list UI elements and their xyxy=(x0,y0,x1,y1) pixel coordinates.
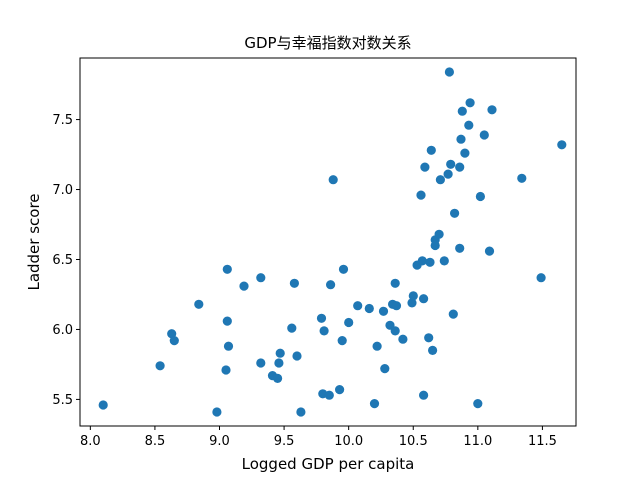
data-point-25 xyxy=(326,280,336,290)
data-point-16 xyxy=(274,358,284,368)
data-point-30 xyxy=(344,317,354,328)
y-tick-label-3: 7.0 xyxy=(52,183,73,198)
x-tick-label-1: 8.5 xyxy=(145,434,166,449)
data-point-18 xyxy=(289,278,299,288)
data-point-49 xyxy=(419,390,429,400)
data-point-69 xyxy=(460,148,470,158)
data-point-63 xyxy=(448,309,458,319)
data-point-4 xyxy=(194,299,204,309)
data-point-60 xyxy=(443,169,453,179)
data-point-47 xyxy=(417,256,427,266)
x-axis-label: Logged GDP per capita xyxy=(242,455,415,473)
plot-frame xyxy=(79,57,577,427)
data-point-73 xyxy=(475,191,485,202)
data-point-75 xyxy=(484,246,495,256)
data-point-42 xyxy=(398,334,408,344)
data-point-27 xyxy=(335,385,345,395)
data-point-48 xyxy=(419,294,429,304)
data-point-5 xyxy=(212,407,222,417)
data-point-61 xyxy=(444,67,454,77)
data-point-50 xyxy=(420,162,430,172)
data-point-11 xyxy=(256,273,266,283)
y-tick-label-4: 7.5 xyxy=(52,113,73,128)
data-point-39 xyxy=(391,301,402,311)
y-tick-label-0: 5.5 xyxy=(52,393,73,408)
x-tick-label-0: 8.0 xyxy=(80,434,101,449)
data-point-10 xyxy=(239,281,249,291)
data-point-54 xyxy=(428,345,438,355)
data-point-46 xyxy=(416,190,426,200)
data-point-78 xyxy=(536,273,546,283)
data-point-52 xyxy=(425,257,435,267)
data-point-22 xyxy=(319,326,329,336)
data-point-57 xyxy=(434,229,444,239)
chart-title: GDP与幸福指数对数关系 xyxy=(244,34,411,52)
data-point-74 xyxy=(479,130,489,140)
data-point-53 xyxy=(426,145,436,155)
data-point-20 xyxy=(296,407,306,417)
data-point-3 xyxy=(169,336,179,346)
data-point-29 xyxy=(338,264,349,274)
data-point-21 xyxy=(316,313,327,323)
x-tick-label-4: 10.0 xyxy=(334,434,363,449)
data-point-68 xyxy=(457,106,467,116)
data-point-26 xyxy=(328,175,338,185)
data-point-17 xyxy=(287,323,297,333)
data-point-14 xyxy=(273,373,283,383)
x-tick-label-7: 11.5 xyxy=(528,434,557,449)
data-point-70 xyxy=(464,120,474,130)
data-point-43 xyxy=(407,298,417,308)
data-point-58 xyxy=(435,175,445,185)
x-tick-label-5: 10.5 xyxy=(399,434,428,449)
data-point-8 xyxy=(223,341,234,351)
data-point-28 xyxy=(337,336,347,346)
data-point-65 xyxy=(455,243,465,253)
data-point-71 xyxy=(465,98,475,108)
data-point-64 xyxy=(450,208,460,218)
data-point-12 xyxy=(256,358,266,368)
data-point-41 xyxy=(390,326,400,336)
y-tick-label-1: 6.0 xyxy=(52,323,73,338)
data-point-1 xyxy=(155,361,165,371)
data-point-35 xyxy=(378,306,389,316)
y-axis-label: Ladder score xyxy=(25,193,43,290)
x-axis-ticks: 8.0 8.5 9.0 9.5 10.0 10.5 11.0 11.5 xyxy=(80,426,557,449)
data-point-79 xyxy=(557,140,567,150)
data-point-62 xyxy=(446,159,456,169)
data-point-9 xyxy=(221,365,231,375)
data-point-59 xyxy=(439,256,449,266)
data-point-44 xyxy=(408,291,418,301)
data-point-24 xyxy=(324,390,334,400)
points-layer xyxy=(98,67,567,417)
data-point-66 xyxy=(455,162,465,172)
y-axis-ticks: 5.5 6.0 6.5 7.0 7.5 xyxy=(52,113,80,408)
x-tick-label-2: 9.0 xyxy=(209,434,230,449)
data-point-2 xyxy=(167,329,177,339)
data-point-76 xyxy=(487,105,497,115)
data-point-15 xyxy=(275,348,285,358)
data-point-51 xyxy=(424,333,434,343)
data-point-33 xyxy=(369,399,380,409)
data-point-31 xyxy=(353,301,363,311)
y-tick-label-2: 6.5 xyxy=(52,253,73,268)
data-point-34 xyxy=(372,341,382,351)
data-point-32 xyxy=(364,303,374,314)
data-point-7 xyxy=(222,316,232,326)
data-point-6 xyxy=(222,264,232,274)
data-point-0 xyxy=(98,400,108,410)
data-point-77 xyxy=(517,173,527,183)
data-point-72 xyxy=(473,399,483,409)
x-tick-label-6: 11.0 xyxy=(463,434,492,449)
data-point-40 xyxy=(390,278,400,288)
data-point-67 xyxy=(456,134,466,144)
data-point-56 xyxy=(430,240,440,251)
data-point-19 xyxy=(292,351,302,361)
data-point-36 xyxy=(380,364,390,374)
x-tick-label-3: 9.5 xyxy=(274,434,295,449)
